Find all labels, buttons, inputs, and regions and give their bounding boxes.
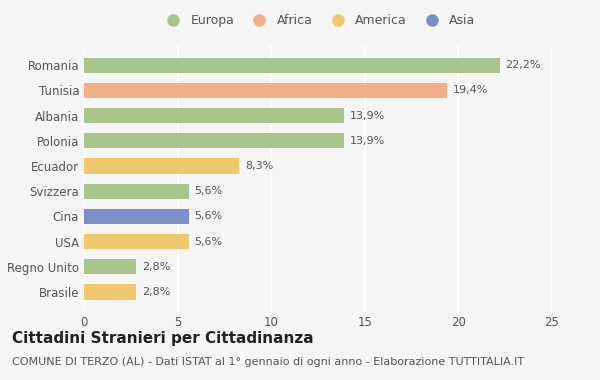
- Bar: [84, 184, 189, 199]
- Text: 5,6%: 5,6%: [194, 186, 223, 196]
- Text: 22,2%: 22,2%: [505, 60, 541, 70]
- Bar: [84, 58, 500, 73]
- Text: 8,3%: 8,3%: [245, 161, 273, 171]
- Text: 5,6%: 5,6%: [194, 211, 223, 222]
- Bar: [84, 158, 239, 174]
- Bar: [84, 234, 189, 249]
- Bar: [84, 284, 136, 299]
- Text: 13,9%: 13,9%: [350, 111, 385, 120]
- Text: 2,8%: 2,8%: [142, 287, 170, 297]
- Text: 5,6%: 5,6%: [194, 237, 223, 247]
- Bar: [84, 209, 189, 224]
- Text: COMUNE DI TERZO (AL) - Dati ISTAT al 1° gennaio di ogni anno - Elaborazione TUTT: COMUNE DI TERZO (AL) - Dati ISTAT al 1° …: [12, 357, 524, 367]
- Text: Cittadini Stranieri per Cittadinanza: Cittadini Stranieri per Cittadinanza: [12, 331, 314, 345]
- Bar: [84, 108, 344, 123]
- Legend: Europa, Africa, America, Asia: Europa, Africa, America, Asia: [155, 9, 481, 32]
- Bar: [84, 133, 344, 148]
- Text: 13,9%: 13,9%: [350, 136, 385, 146]
- Bar: [84, 259, 136, 274]
- Bar: [84, 83, 447, 98]
- Text: 2,8%: 2,8%: [142, 262, 170, 272]
- Text: 19,4%: 19,4%: [453, 86, 488, 95]
